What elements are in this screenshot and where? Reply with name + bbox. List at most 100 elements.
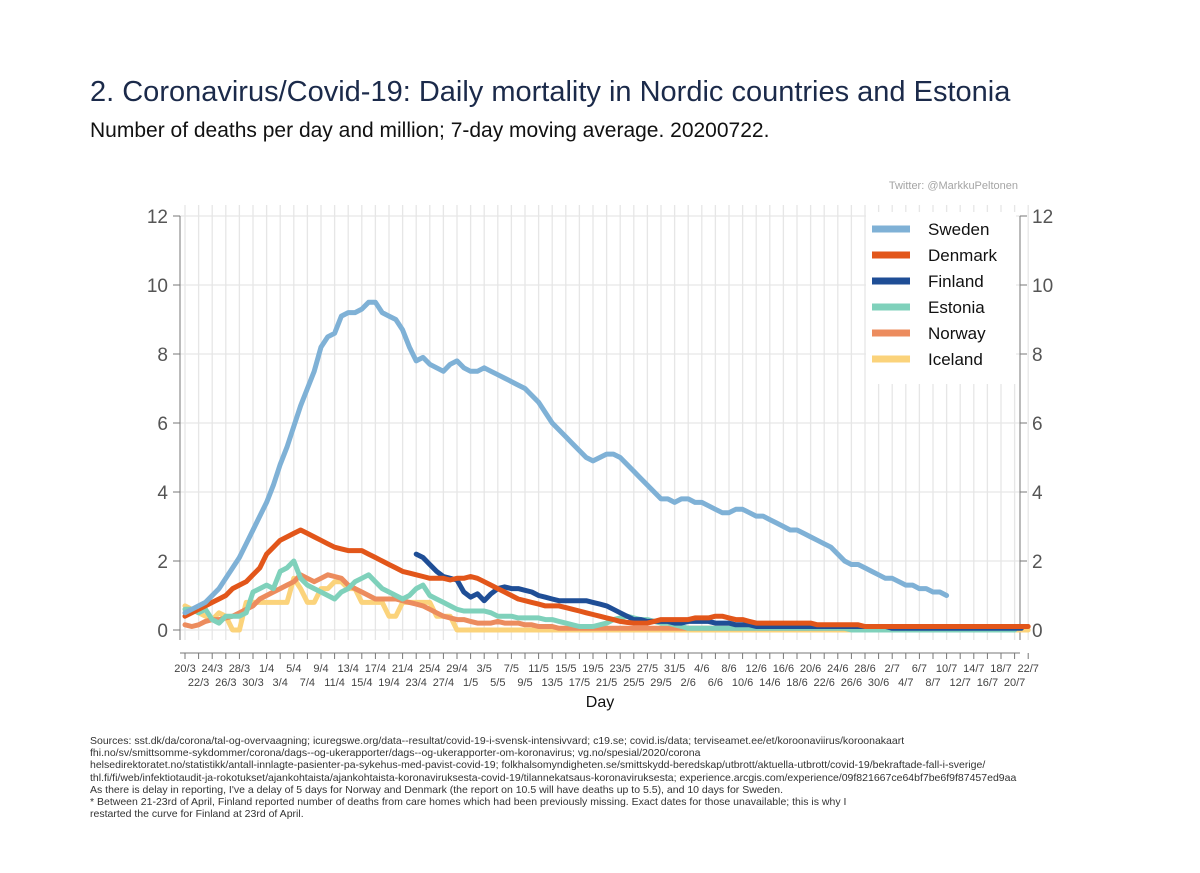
- x-tick-label: 8/7: [925, 677, 940, 689]
- x-tick-label: 14/6: [759, 677, 780, 689]
- x-tick-label: 28/6: [854, 663, 875, 675]
- x-tick-label: 10/6: [732, 677, 753, 689]
- x-tick-label: 14/7: [963, 663, 984, 675]
- x-tick-label: 5/5: [490, 677, 505, 689]
- y-tick-label-right: 10: [1032, 276, 1053, 297]
- legend-label-estonia: Estonia: [928, 298, 985, 317]
- x-tick-label: 15/5: [555, 663, 576, 675]
- series-line-sweden: [182, 299, 950, 616]
- x-tick-label: 25/4: [419, 663, 440, 675]
- x-tick-label: 29/4: [446, 663, 467, 675]
- y-tick-label-left: 12: [147, 207, 168, 228]
- x-tick-label: 23/5: [609, 663, 630, 675]
- x-tick-label: 21/5: [596, 677, 617, 689]
- x-tick-label: 1/4: [259, 663, 274, 675]
- x-tick-label: 9/5: [517, 677, 532, 689]
- x-tick-label: 17/4: [365, 663, 386, 675]
- y-tick-label-right: 8: [1032, 345, 1043, 366]
- sources-line: fhi.no/sv/smittsomme-sykdommer/corona/da…: [90, 747, 701, 760]
- chart-title: 2. Coronavirus/Covid-19: Daily mortality…: [90, 76, 1011, 108]
- y-tick-label-left: 10: [147, 276, 168, 297]
- chart-subtitle: Number of deaths per day and million; 7-…: [90, 119, 770, 142]
- x-tick-label: 23/4: [405, 677, 426, 689]
- x-tick-label: 2/7: [885, 663, 900, 675]
- sources-line: restarted the curve for Finland at 23rd …: [90, 808, 304, 821]
- y-tick-label-right: 12: [1032, 207, 1053, 228]
- x-tick-label: 20/3: [174, 663, 195, 675]
- legend-label-denmark: Denmark: [928, 246, 997, 265]
- x-tick-label: 19/5: [582, 663, 603, 675]
- series-line-estonia: [182, 558, 1018, 633]
- y-tick-label-right: 6: [1032, 414, 1043, 435]
- x-tick-label: 21/4: [392, 663, 413, 675]
- x-tick-label: 11/4: [324, 677, 345, 689]
- x-tick-label: 18/7: [990, 663, 1011, 675]
- y-tick-label-right: 0: [1032, 621, 1043, 642]
- x-tick-label: 7/4: [300, 677, 315, 689]
- x-tick-label: 29/5: [650, 677, 671, 689]
- sources-note: Sources: sst.dk/da/corona/tal-og-overvaa…: [90, 735, 1180, 820]
- x-tick-label: 12/7: [949, 677, 970, 689]
- x-tick-label: 18/6: [786, 677, 807, 689]
- x-tick-label: 11/5: [528, 663, 549, 675]
- x-tick-label: 15/4: [351, 677, 372, 689]
- sources-line: thl.fi/fi/web/infektiotaudit-ja-rokotuks…: [90, 771, 1017, 784]
- sources-line: * Between 21-23rd of April, Finland repo…: [90, 796, 847, 809]
- x-tick-label: 22/6: [813, 677, 834, 689]
- legend-label-norway: Norway: [928, 324, 986, 343]
- x-tick-label: 9/4: [313, 663, 328, 675]
- axes: 0 0 2 2 4 4 6 6 8 8 10 10 12 12 20/3 24/3 28/3 1/4 5/4 9/4 1…: [147, 207, 1053, 689]
- y-tick-label-left: 8: [157, 345, 168, 366]
- x-tick-label: 20/6: [800, 663, 821, 675]
- x-tick-label: 24/6: [827, 663, 848, 675]
- legend: Sweden Denmark Finland Estonia Norway Iceland: [866, 212, 1016, 384]
- x-tick-label: 30/6: [868, 677, 889, 689]
- x-tick-label: 13/5: [541, 677, 562, 689]
- x-tick-label: 31/5: [664, 663, 685, 675]
- y-tick-label-right: 4: [1032, 483, 1043, 504]
- x-tick-label: 17/5: [569, 677, 590, 689]
- legend-label-sweden: Sweden: [928, 220, 989, 239]
- credit-label: Twitter: @MarkkuPeltonen: [889, 180, 1018, 192]
- x-tick-label: 30/3: [242, 677, 263, 689]
- sources-line: helsedirektoratet.no/statistikk/antall-i…: [90, 759, 986, 772]
- x-tick-label: 8/6: [721, 663, 736, 675]
- x-tick-label: 1/5: [463, 677, 478, 689]
- y-tick-label-left: 0: [157, 621, 168, 642]
- x-tick-label: 5/4: [286, 663, 301, 675]
- x-tick-label: 24/3: [201, 663, 222, 675]
- x-tick-label: 6/7: [912, 663, 927, 675]
- sources-line: Sources: sst.dk/da/corona/tal-og-overvaa…: [90, 735, 905, 747]
- y-tick-label-left: 4: [157, 483, 168, 504]
- x-tick-label: 16/7: [977, 677, 998, 689]
- x-tick-label: 28/3: [229, 663, 250, 675]
- x-tick-label: 27/4: [433, 677, 454, 689]
- x-axis-label: Day: [586, 694, 614, 711]
- y-tick-label-left: 6: [157, 414, 168, 435]
- x-tick-label: 2/6: [681, 677, 696, 689]
- legend-label-iceland: Iceland: [928, 350, 983, 369]
- x-tick-label: 7/5: [504, 663, 519, 675]
- x-tick-label: 19/4: [378, 677, 399, 689]
- x-tick-label: 16/6: [773, 663, 794, 675]
- legend-label-finland: Finland: [928, 272, 984, 291]
- x-tick-label: 26/3: [215, 677, 236, 689]
- x-tick-label: 22/7: [1017, 663, 1038, 675]
- x-tick-label: 20/7: [1004, 677, 1025, 689]
- series-lines: [182, 299, 1031, 633]
- x-tick-label: 3/4: [273, 677, 288, 689]
- sources-line: As there is delay in reporting, I've a d…: [90, 783, 784, 796]
- x-tick-label: 22/3: [188, 677, 209, 689]
- x-tick-label: 25/5: [623, 677, 644, 689]
- y-tick-label-left: 2: [157, 552, 168, 573]
- x-tick-label: 26/6: [841, 677, 862, 689]
- x-tick-label: 4/6: [694, 663, 709, 675]
- x-tick-label: 10/7: [936, 663, 957, 675]
- x-tick-label: 12/6: [745, 663, 766, 675]
- legend-box: [866, 212, 1016, 384]
- x-tick-label: 4/7: [898, 677, 913, 689]
- x-tick-label: 27/5: [637, 663, 658, 675]
- x-tick-label: 3/5: [477, 663, 492, 675]
- x-tick-label: 6/6: [708, 677, 723, 689]
